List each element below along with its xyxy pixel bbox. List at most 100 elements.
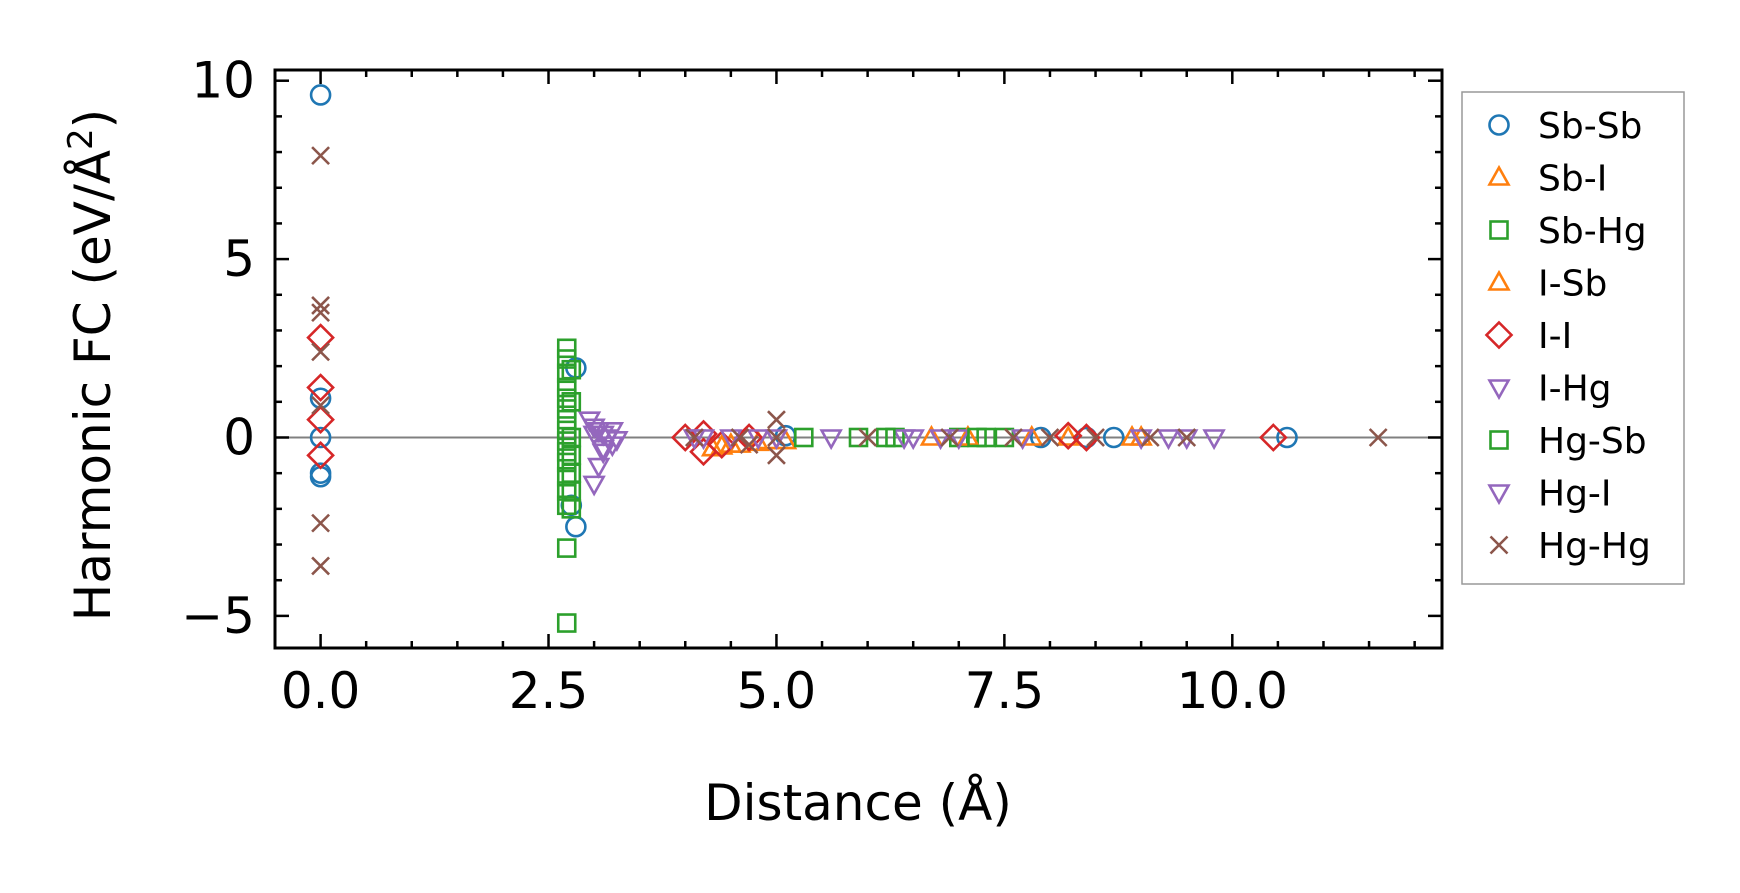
- legend-marker: [1488, 114, 1510, 136]
- data-point: [1010, 429, 1035, 451]
- data-point: [734, 423, 764, 452]
- data-point: [767, 445, 786, 465]
- data-point: [556, 441, 577, 462]
- data-point: [967, 427, 987, 448]
- y-tick-label: 5: [223, 230, 255, 288]
- data-point: [1072, 423, 1101, 452]
- x-axis-label: Distance (Å): [704, 774, 1012, 832]
- data-point: [940, 428, 960, 447]
- data-point: [1004, 428, 1023, 447]
- legend-label: I-Sb: [1538, 264, 1607, 305]
- legend-item: Hg-Sb: [1489, 421, 1647, 462]
- x-tick-label: 7.5: [965, 662, 1045, 720]
- data-point: [1258, 423, 1288, 452]
- data-point: [1129, 424, 1153, 446]
- data-point: [311, 296, 331, 315]
- data-point: [311, 395, 331, 415]
- data-point: [311, 342, 331, 362]
- x-tick-label: 0.0: [281, 662, 361, 720]
- data-point: [858, 428, 878, 447]
- legend-items: Sb-Sb Sb-I Sb-Hg I-Sb I-I I-Hg Hg-Sb Hg-I Hg-Hg: [1484, 106, 1651, 567]
- data-point: [600, 436, 625, 458]
- legend-marker: [1489, 535, 1509, 555]
- data-point: [582, 425, 606, 447]
- x-tick-label: 10.0: [1177, 662, 1288, 720]
- data-point: [556, 399, 577, 419]
- data-point: [1053, 421, 1083, 451]
- y-tick-label: 0: [223, 408, 255, 466]
- legend-marker: [1489, 430, 1509, 450]
- series-hg-sb: [561, 359, 987, 519]
- data-point: [876, 427, 896, 448]
- data-point: [684, 428, 704, 447]
- data-point: [919, 424, 944, 446]
- legend-label: Hg-Hg: [1538, 526, 1651, 567]
- data-point: [309, 426, 332, 449]
- data-point: [1276, 426, 1298, 449]
- legend-marker: [1489, 220, 1509, 240]
- data-point: [1177, 428, 1197, 447]
- legend-label: I-Hg: [1538, 369, 1612, 410]
- data-point: [565, 515, 587, 538]
- legend-label: Sb-Sb: [1538, 106, 1642, 147]
- data-point: [793, 427, 814, 448]
- data-point: [556, 431, 577, 451]
- data-point: [591, 443, 615, 465]
- axis-ticks-layer: [273, 70, 1442, 648]
- data-point: [556, 349, 577, 369]
- legend-item: I-Sb: [1487, 264, 1607, 305]
- data-point: [306, 405, 335, 434]
- data-point: [719, 429, 743, 451]
- data-point: [311, 303, 331, 323]
- data-point: [767, 428, 786, 447]
- data-point: [309, 84, 332, 106]
- series-hg-i: [582, 422, 1226, 461]
- legend-item: I-Hg: [1487, 369, 1612, 410]
- data-point: [767, 410, 786, 430]
- legend: Sb-Sb Sb-I Sb-Hg I-Sb I-I I-Hg Hg-Sb Hg-I Hg-Hg: [1461, 91, 1685, 585]
- data-point: [556, 338, 577, 359]
- y-axis-label: Harmonic FC (eV/Å2): [61, 109, 122, 621]
- data-point: [582, 475, 606, 497]
- legend-marker: [1487, 164, 1511, 186]
- data-point: [306, 440, 335, 470]
- legend-label: Sb-Hg: [1538, 211, 1647, 252]
- data-point: [561, 359, 582, 380]
- y-axis-label-main: Harmonic FC (eV/Å: [64, 150, 122, 621]
- legend-marker: [1487, 484, 1511, 506]
- data-points-layer: [306, 84, 1388, 633]
- data-point: [707, 430, 737, 459]
- data-point: [605, 430, 629, 452]
- data-point: [710, 433, 734, 455]
- y-axis-label-end: ): [64, 109, 122, 129]
- data-point: [1202, 429, 1226, 451]
- data-point: [1140, 428, 1160, 447]
- legend-marker: [1487, 269, 1511, 291]
- y-axis-label-sup: 2: [61, 128, 101, 150]
- data-point: [764, 429, 789, 451]
- series-hg-hg: [311, 146, 1388, 576]
- data-point: [556, 452, 577, 473]
- data-point: [561, 499, 582, 519]
- series-sb-hg: [556, 338, 1015, 633]
- data-point: [311, 556, 331, 576]
- legend-item: Sb-Hg: [1489, 211, 1647, 252]
- data-point: [586, 457, 611, 479]
- data-point: [306, 323, 335, 352]
- data-point: [311, 513, 331, 533]
- tick-labels-layer: 0.0 2.5 5.0 7.5 10.0 −5 0 5 10: [181, 52, 1288, 720]
- data-point: [1156, 429, 1181, 451]
- data-point: [582, 418, 606, 440]
- data-point: [306, 373, 335, 402]
- series-sb-sb: [309, 84, 1298, 538]
- data-point: [670, 423, 700, 452]
- data-point: [591, 439, 615, 461]
- x-tick-label: 5.0: [737, 662, 817, 720]
- data-point: [586, 422, 611, 444]
- data-point: [928, 429, 953, 451]
- data-point: [1020, 424, 1044, 446]
- data-point: [1040, 428, 1060, 447]
- data-point: [556, 538, 577, 558]
- series-i-hg: [577, 411, 1181, 497]
- legend-item: I-I: [1484, 316, 1572, 357]
